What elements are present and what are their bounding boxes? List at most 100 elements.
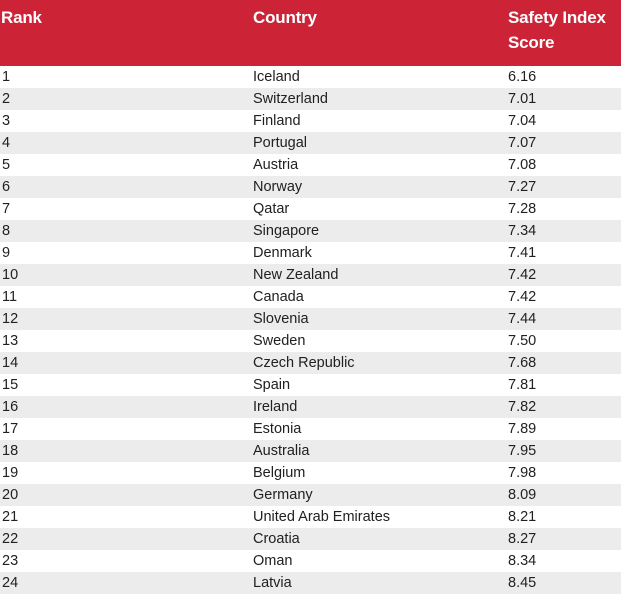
rank-cell: 14 [2, 355, 19, 371]
country-cell: Slovenia [253, 311, 309, 327]
rank-cell: 1 [2, 69, 11, 85]
country-cell: Czech Republic [253, 355, 355, 371]
rank-cell: 9 [2, 245, 11, 261]
rank-cell: 7 [2, 201, 11, 217]
score-cell: 8.45 [508, 575, 537, 591]
table-row: 20 Germany 8.09 [0, 484, 621, 506]
rank-cell: 21 [2, 509, 19, 525]
rank-cell: 4 [2, 135, 11, 151]
country-cell: Canada [253, 289, 304, 305]
score-cell: 7.07 [508, 135, 537, 151]
rank-cell: 13 [2, 333, 19, 349]
table-row: 23 Oman 8.34 [0, 550, 621, 572]
rank-cell: 22 [2, 531, 19, 547]
table-row: 17 Estonia 7.89 [0, 418, 621, 440]
score-cell: 7.50 [508, 333, 537, 349]
table-row: 2 Switzerland 7.01 [0, 88, 621, 110]
score-cell: 8.34 [508, 553, 537, 569]
score-cell: 7.95 [508, 443, 537, 459]
country-cell: Sweden [253, 333, 306, 349]
rank-cell: 8 [2, 223, 11, 239]
score-cell: 7.04 [508, 113, 537, 129]
rank-cell: 11 [2, 289, 18, 305]
rank-cell: 2 [2, 91, 11, 107]
country-cell: Portugal [253, 135, 308, 151]
rank-cell: 10 [2, 267, 19, 283]
table-row: 24 Latvia 8.45 [0, 572, 621, 594]
country-cell: Finland [253, 113, 301, 129]
score-cell: 7.98 [508, 465, 537, 481]
country-cell: Switzerland [253, 91, 328, 107]
table-row: 18 Australia 7.95 [0, 440, 621, 462]
column-header-score: Safety Index Score [508, 8, 606, 52]
score-cell: 8.09 [508, 487, 537, 503]
rank-cell: 24 [2, 575, 19, 591]
country-cell: Denmark [253, 245, 312, 261]
score-cell: 7.44 [508, 311, 537, 327]
country-cell: New Zealand [253, 267, 339, 283]
score-cell: 7.08 [508, 157, 537, 173]
rank-cell: 5 [2, 157, 11, 173]
rank-cell: 12 [2, 311, 19, 327]
score-cell: 7.42 [508, 267, 537, 283]
column-header-rank: Rank [1, 8, 42, 27]
country-cell: Qatar [253, 201, 290, 217]
table-header-row: Rank Country Safety Index Score [0, 0, 621, 68]
score-cell: 8.27 [508, 531, 537, 547]
rank-cell: 16 [2, 399, 19, 415]
score-cell: 7.82 [508, 399, 537, 415]
country-cell: Iceland [253, 69, 300, 85]
country-cell: Spain [253, 377, 291, 393]
country-cell: Latvia [253, 575, 292, 591]
rank-cell: 17 [2, 421, 19, 437]
country-cell: Austria [253, 157, 299, 173]
table-row: 3 Finland 7.04 [0, 110, 621, 132]
table-row: 7 Qatar 7.28 [0, 198, 621, 220]
score-cell: 6.16 [508, 69, 537, 85]
score-cell: 7.42 [508, 289, 537, 305]
rank-cell: 3 [2, 113, 11, 129]
country-cell: Ireland [253, 399, 298, 415]
country-cell: Belgium [253, 465, 306, 481]
country-cell: Estonia [253, 421, 302, 437]
country-cell: United Arab Emirates [253, 509, 391, 525]
table-row: 22 Croatia 8.27 [0, 528, 621, 550]
table-row: 19 Belgium 7.98 [0, 462, 621, 484]
table-row: 4 Portugal 7.07 [0, 132, 621, 154]
table-row: 14 Czech Republic 7.68 [0, 352, 621, 374]
rank-cell: 18 [2, 443, 19, 459]
table-row: 13 Sweden 7.50 [0, 330, 621, 352]
rank-cell: 15 [2, 377, 19, 393]
score-cell: 7.68 [508, 355, 537, 371]
score-cell: 7.81 [508, 377, 537, 393]
table-body: 1 Iceland 6.16 2 Switzerland 7.01 3 Finl… [0, 66, 621, 594]
table-row: 11 Canada 7.42 [0, 286, 621, 308]
score-cell: 8.21 [508, 509, 537, 525]
table-row: 6 Norway 7.27 [0, 176, 621, 198]
table-row: 21 United Arab Emirates 8.21 [0, 506, 621, 528]
table-row: 15 Spain 7.81 [0, 374, 621, 396]
country-cell: Germany [253, 487, 313, 503]
score-cell: 7.28 [508, 201, 537, 217]
score-cell: 7.89 [508, 421, 537, 437]
score-cell: 7.41 [508, 245, 537, 261]
rank-cell: 23 [2, 553, 19, 569]
rank-cell: 19 [2, 465, 19, 481]
rank-cell: 20 [2, 487, 19, 503]
country-cell: Oman [253, 553, 293, 569]
score-cell: 7.34 [508, 223, 537, 239]
country-cell: Singapore [253, 223, 320, 239]
column-header-country: Country [253, 8, 317, 27]
table-row: 9 Denmark 7.41 [0, 242, 621, 264]
country-cell: Norway [253, 179, 303, 195]
table-row: 12 Slovenia 7.44 [0, 308, 621, 330]
table-row: 5 Austria 7.08 [0, 154, 621, 176]
table-row: 16 Ireland 7.82 [0, 396, 621, 418]
table-row: 8 Singapore 7.34 [0, 220, 621, 242]
score-cell: 7.27 [508, 179, 537, 195]
table-row: 10 New Zealand 7.42 [0, 264, 621, 286]
score-cell: 7.01 [508, 91, 537, 107]
country-cell: Australia [253, 443, 310, 459]
table-row: 1 Iceland 6.16 [0, 66, 621, 88]
